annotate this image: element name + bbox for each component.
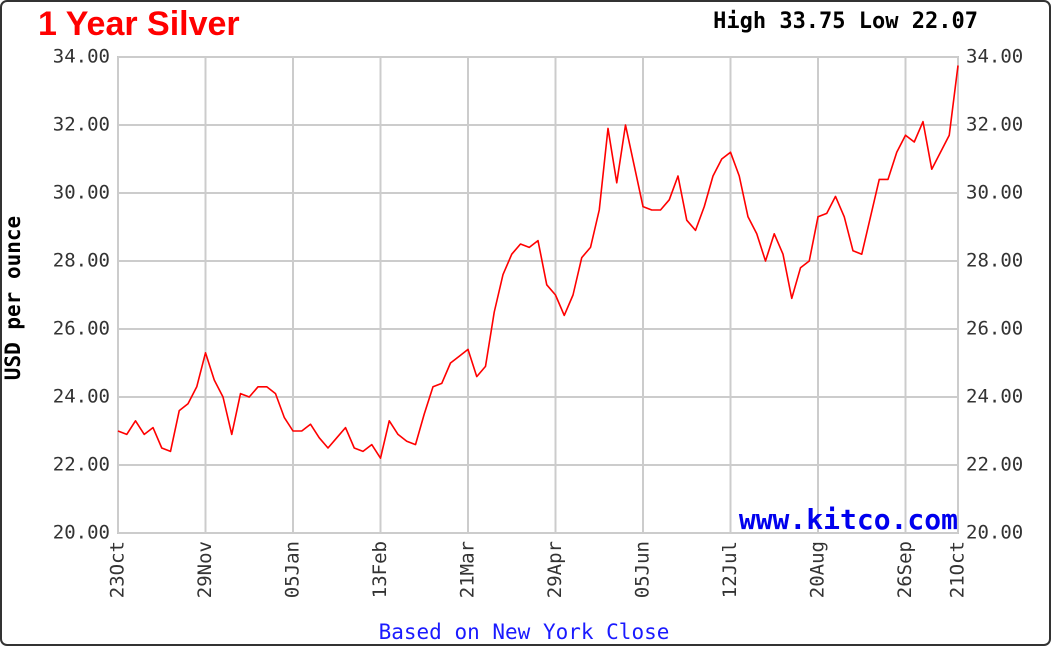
watermark: www.kitco.com [739, 503, 958, 536]
y-tick-label: 24.00 [53, 386, 110, 408]
y-tick-label: 26.00 [53, 318, 110, 340]
x-tick-label: 13Feb [369, 541, 391, 598]
chart-title: 1 Year Silver [38, 5, 240, 43]
y-tick-label: 22.00 [53, 454, 110, 476]
x-tick-label: 29Nov [194, 541, 216, 598]
subtitle: High 33.75 Low 22.07 [713, 9, 978, 34]
x-tick-label: 12Jul [719, 541, 741, 598]
y2-tick-label: 26.00 [966, 318, 1023, 340]
y2-tick-label: 28.00 [966, 250, 1023, 272]
plot-area [117, 56, 959, 534]
y2-tick-label: 22.00 [966, 454, 1023, 476]
x-tick-label: 21Mar [457, 541, 479, 598]
y2-tick-label: 24.00 [966, 386, 1023, 408]
y2-tick-label: 20.00 [966, 522, 1023, 544]
x-tick-label: 29Apr [544, 541, 566, 598]
x-tick-label: 05Jun [632, 541, 654, 598]
x-tick-label: 23Oct [107, 541, 129, 598]
y2-tick-label: 34.00 [966, 46, 1023, 68]
x-axis-label: Based on New York Close [379, 620, 670, 644]
price-line [117, 65, 959, 459]
x-tick-label: 20Aug [807, 541, 829, 598]
y-axis-label: USD per ounce [1, 216, 25, 380]
y2-tick-label: 30.00 [966, 182, 1023, 204]
x-tick-label: 21Oct [947, 541, 969, 598]
y-tick-label: 28.00 [53, 250, 110, 272]
y-tick-label: 32.00 [53, 114, 110, 136]
y-tick-label: 20.00 [53, 522, 110, 544]
y-tick-label: 30.00 [53, 182, 110, 204]
x-tick-label: 26Sep [894, 541, 916, 598]
y-tick-label: 34.00 [53, 46, 110, 68]
y2-tick-label: 32.00 [966, 114, 1023, 136]
x-tick-label: 05Jan [282, 541, 304, 598]
